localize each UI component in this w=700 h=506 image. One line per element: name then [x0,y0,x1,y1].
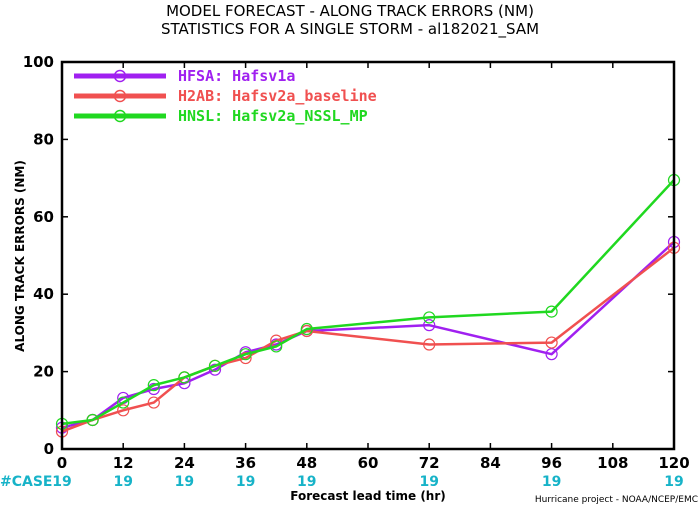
data-point [208,359,222,372]
case-count: 19 [236,474,255,490]
x-tick-labels: 0 12 24 36 48 60 72 84 96 108 120 [57,454,690,472]
legend-marker [113,89,127,103]
x-axis-label: Forecast lead time (hr) [290,489,446,503]
x-tick-label: 36 [235,454,256,472]
y-tick-labels: 0 20 40 60 80 100 [23,53,54,458]
x-tick-label: 72 [419,454,440,472]
y-tick-label: 0 [44,440,54,458]
y-tick-label: 20 [33,363,54,381]
series-1 [55,241,681,438]
series-line [61,246,675,433]
x-tick-label: 24 [174,454,195,472]
case-count: 19 [297,474,316,490]
data-point [423,338,436,351]
x-tick-label: 60 [358,454,379,472]
case-count: 19 [419,474,438,490]
case-count: 19 [52,474,71,490]
x-tick-label: 120 [658,454,689,472]
legend-entry: HFSA: Hafsv1a [178,67,295,85]
y-tick-label: 60 [33,208,54,226]
y-tick-label: 40 [33,285,54,303]
y-tick-label: 80 [33,130,54,148]
y-axis-label: ALONG TRACK ERRORS (NM) [13,160,27,352]
data-point [117,404,130,417]
x-tick-label: 108 [597,454,628,472]
credit-text: Hurricane project - NOAA/NCEP/EMC [535,495,698,505]
case-count: 19 [113,474,132,490]
legend-marker [113,109,127,123]
data-point [239,351,252,365]
data-point [300,322,313,336]
data-point [270,340,283,353]
data-point [423,311,436,324]
data-point [208,363,222,376]
legend: HFSA: Hafsv1a H2AB: Hafsv2a_baseline HNSL:… [74,67,377,125]
chart-title-line-1: MODEL FORECAST - ALONG TRACK ERRORS (NM) [166,2,534,20]
data-point [86,413,99,427]
chart-title-line-2: STATISTICS FOR A SINGLE STORM - al182021… [161,20,539,39]
x-tick-label: 84 [480,454,501,472]
y-tick-label: 100 [23,53,54,71]
data-point [117,396,130,409]
case-count: 19 [175,474,194,490]
x-tick-label: 12 [113,454,134,472]
data-point [147,396,160,409]
plot-frame [60,60,676,451]
data-point [545,336,558,349]
series-layer [55,173,681,438]
series-line [61,241,675,429]
legend-marker [113,69,127,83]
legend-entry: H2AB: Hafsv2a_baseline [178,87,377,105]
data-point [147,379,160,392]
data-point [178,371,191,384]
case-label: #CASE [0,474,53,490]
x-tick-label: 48 [296,454,317,472]
data-point [545,305,558,318]
case-count: 19 [542,474,561,490]
case-counts: 19 19 19 19 19 19 19 19 [52,474,683,490]
x-tick-label: 0 [57,454,67,472]
case-count: 19 [664,474,683,490]
data-point [239,348,252,361]
series-line [61,179,675,426]
legend-entry: HNSL: Hafsv2a_NSSL_MP [178,107,368,125]
x-tick-label: 96 [541,454,562,472]
data-point [423,319,436,332]
data-point [545,348,558,361]
